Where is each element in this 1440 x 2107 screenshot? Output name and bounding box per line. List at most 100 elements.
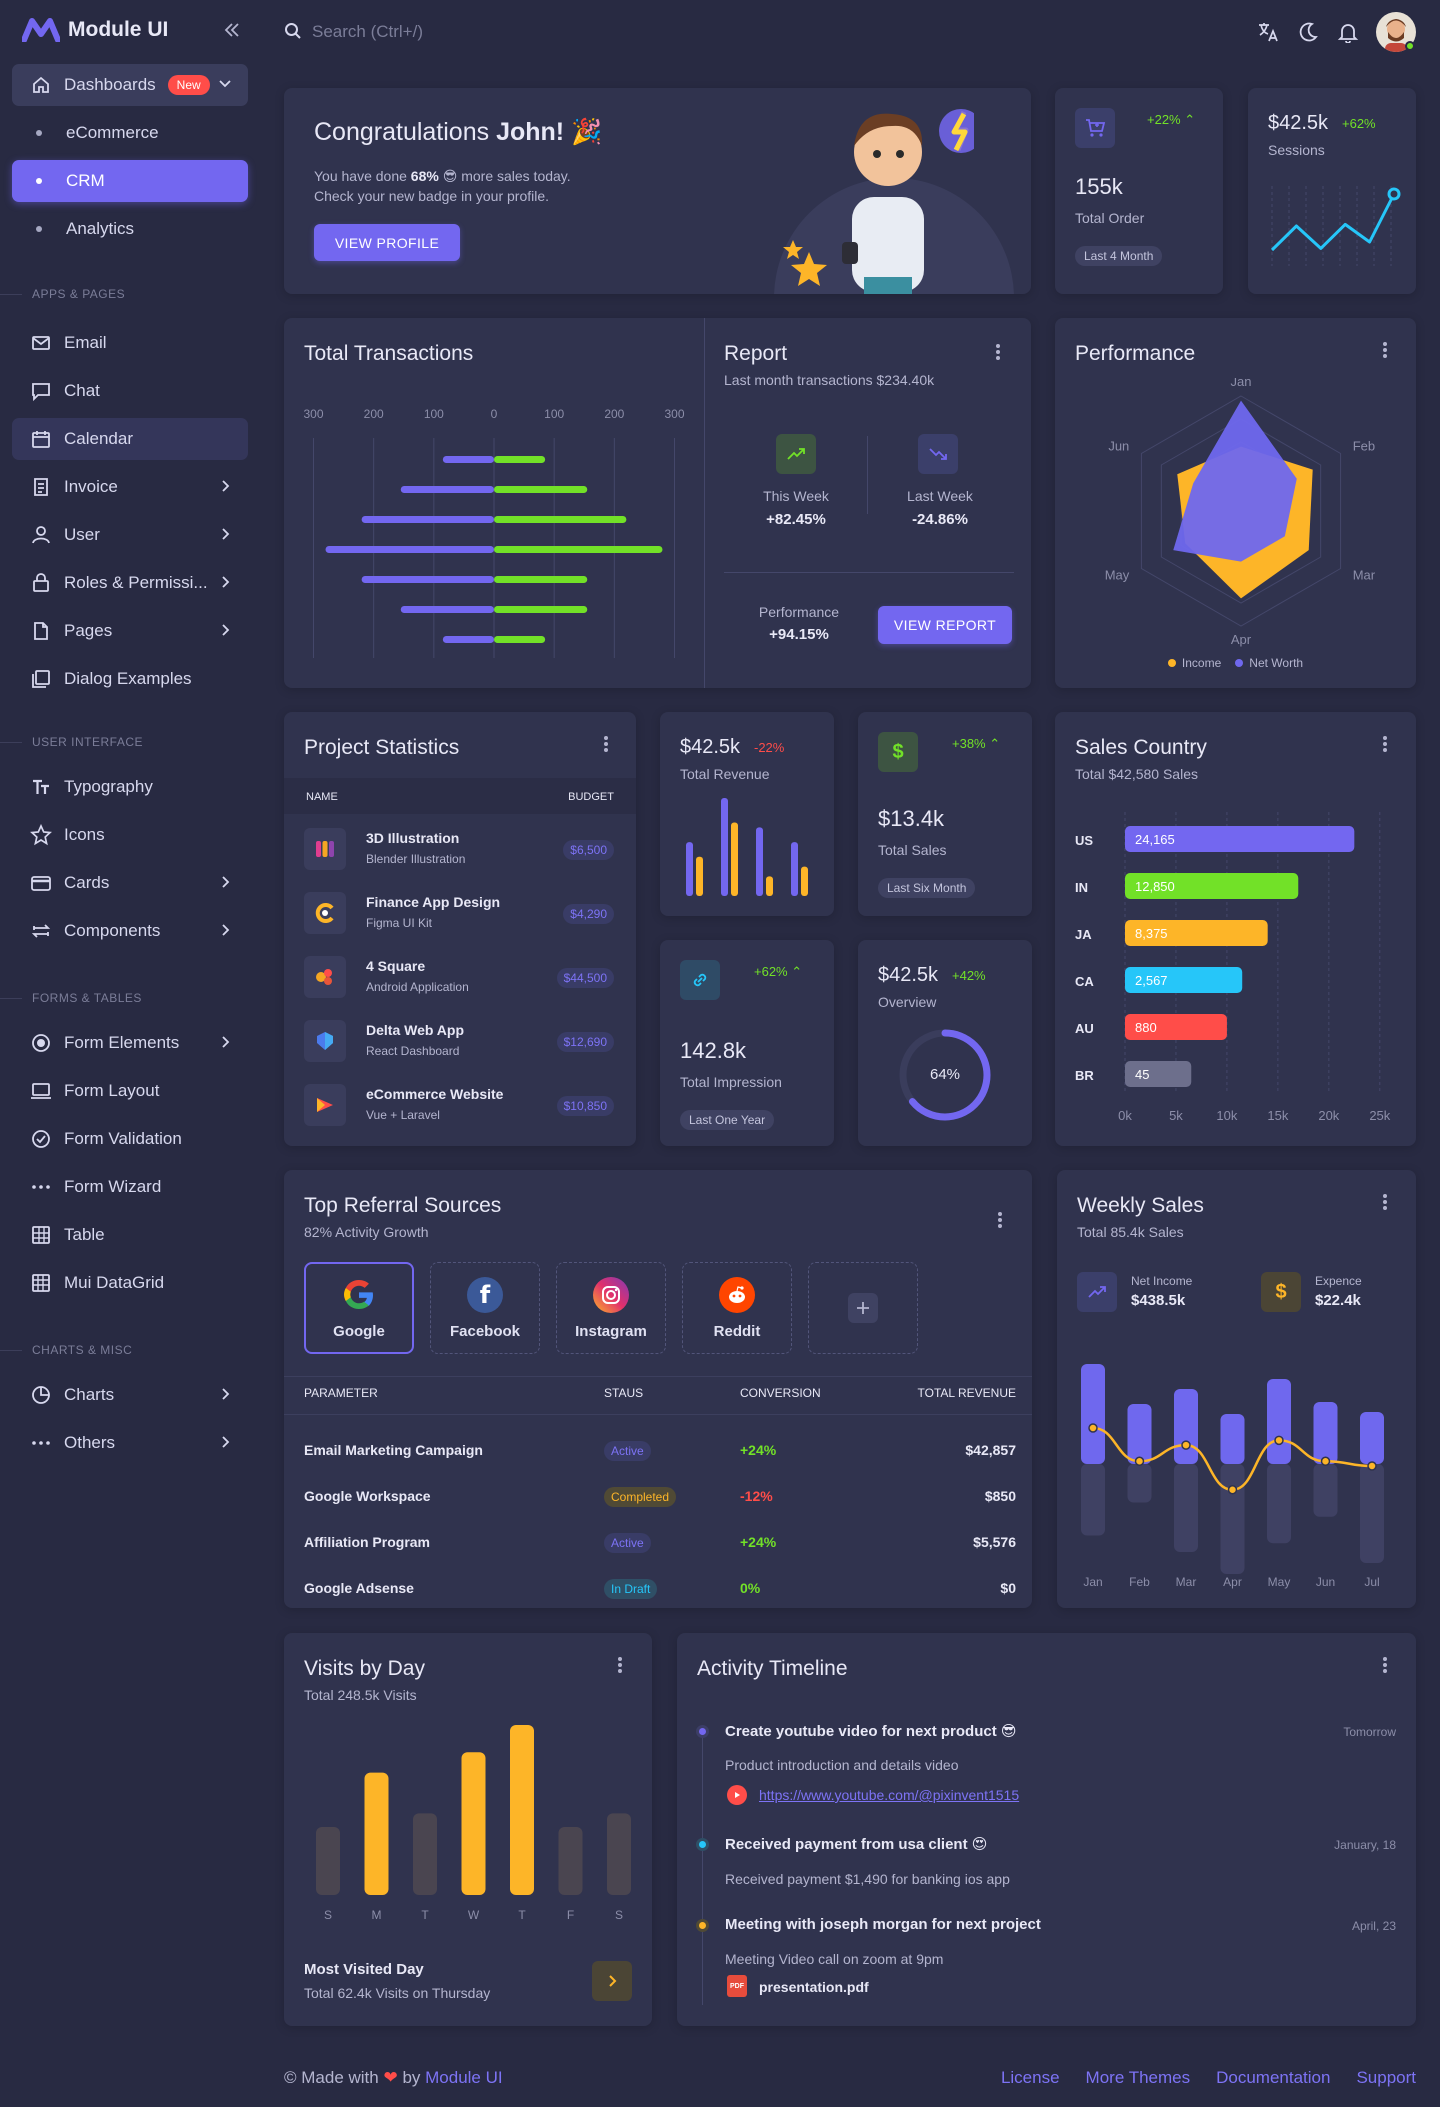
performance-more-icon[interactable]	[1377, 340, 1393, 360]
sidebar-item-roles-permissi[interactable]: Roles & Permissi...	[12, 562, 248, 604]
sidebar-item-form-wizard[interactable]: Form Wizard	[12, 1166, 248, 1208]
view-profile-button[interactable]: View Profile	[314, 224, 460, 261]
sidebar-item-mui-datagrid[interactable]: Mui DataGrid	[12, 1262, 248, 1304]
performance-radar-chart: Jan Feb Mar Apr May Jun	[1105, 378, 1376, 647]
chevron-right-icon	[218, 1387, 232, 1401]
this-week-label: This Week	[763, 488, 829, 504]
lock-icon	[30, 572, 52, 594]
sidebar-item-typography[interactable]: Typography	[12, 766, 248, 808]
footer-link-support[interactable]: Support	[1356, 2068, 1416, 2087]
chevron-right-icon	[218, 527, 232, 541]
add-source-button[interactable]	[808, 1262, 918, 1354]
axis-tick-label: 100	[544, 407, 564, 421]
axis-tick-label: 15k	[1267, 1108, 1288, 1123]
column-header-parameter: Parameter	[304, 1386, 378, 1400]
project-stats-more-icon[interactable]	[598, 734, 614, 754]
sidebar-item-crm[interactable]: CRM	[12, 160, 248, 202]
bar-negative	[361, 576, 494, 583]
search-icon[interactable]	[284, 22, 302, 40]
expense-label: Expence	[1315, 1274, 1362, 1288]
visits-bar	[413, 1813, 437, 1895]
notification-bell-icon[interactable]	[1337, 21, 1359, 43]
timeline-item-desc: Received payment $1,490 for banking ios …	[725, 1871, 1010, 1887]
sidebar-item-others[interactable]: Others	[12, 1422, 248, 1464]
brand-logo[interactable]: Module UI	[22, 18, 168, 42]
table-row[interactable]: Delta Web App React Dashboard $12,690	[284, 1014, 636, 1070]
sidebar-item-calendar[interactable]: Calendar	[12, 418, 248, 460]
table-row[interactable]: 3D Illustration Blender Illustration $6,50…	[284, 822, 636, 878]
sidebar-item-cards[interactable]: Cards	[12, 862, 248, 904]
footer-link-more-themes[interactable]: More Themes	[1085, 2068, 1191, 2087]
revenue-bar	[801, 866, 808, 896]
table-row[interactable]: 4 Square Android Application $44,500	[284, 950, 636, 1006]
google-icon	[341, 1277, 377, 1313]
sidebar-item-form-elements[interactable]: Form Elements	[12, 1022, 248, 1064]
sidebar-item-label: Analytics	[66, 219, 135, 238]
sidebar-item-invoice[interactable]: Invoice	[12, 466, 248, 508]
translate-icon[interactable]	[1256, 20, 1280, 44]
bar-negative	[361, 516, 494, 523]
weekly-bar-upper	[1081, 1364, 1105, 1464]
attachment-filename[interactable]: presentation.pdf	[759, 1979, 869, 1995]
referral-more-icon[interactable]	[992, 1210, 1008, 1230]
search-input[interactable]	[312, 18, 712, 46]
sidebar-item-table[interactable]: Table	[12, 1214, 248, 1256]
sidebar-item-charts[interactable]: Charts	[12, 1374, 248, 1416]
sessions-last-point	[1387, 187, 1401, 201]
timeline-line	[702, 1725, 703, 2005]
sidebar-item-pages[interactable]: Pages	[12, 610, 248, 652]
avatar[interactable]	[1376, 12, 1416, 52]
project-logo-icon	[304, 892, 346, 934]
source-reddit[interactable]: Reddit	[682, 1262, 792, 1354]
weekly-sales-more-icon[interactable]	[1377, 1192, 1393, 1212]
section-heading-charts-misc: Charts & Misc	[0, 1343, 133, 1357]
sidebar-item-form-validation[interactable]: Form Validation	[12, 1118, 248, 1160]
new-badge: New	[167, 75, 210, 95]
view-report-button[interactable]: View Report	[878, 606, 1012, 644]
transactions-title: Total Transactions	[304, 342, 474, 365]
chevron-right-button[interactable]	[592, 1961, 632, 2001]
sidebar-item-dialog-examples[interactable]: Dialog Examples	[12, 658, 248, 700]
collapse-sidebar-icon[interactable]	[224, 22, 240, 38]
axis-tick-label: 300	[664, 407, 684, 421]
footer-link-license[interactable]: License	[1000, 2068, 1060, 2087]
revenue-label: Total Revenue	[680, 766, 770, 782]
sidebar-item-label: Components	[64, 921, 161, 940]
source-google[interactable]: Google	[304, 1262, 414, 1354]
chevron-right-icon	[218, 1435, 232, 1449]
table-row[interactable]: Google Adsense In Draft 0% $0	[284, 1570, 1032, 1610]
sidebar-item-analytics[interactable]: Analytics	[12, 208, 248, 250]
radar-grid	[1160, 418, 1322, 604]
report-more-icon[interactable]	[990, 342, 1006, 362]
youtube-link[interactable]: https://www.youtube.com/@pixinvent1515	[759, 1787, 1020, 1803]
table-row[interactable]: Affiliation Program Active +24% $5,576	[284, 1524, 1032, 1564]
sidebar-item-dashboards[interactable]: Dashboards New	[12, 64, 248, 106]
sessions-label: Sessions	[1268, 142, 1325, 158]
home-icon	[30, 74, 52, 96]
sidebar-item-chat[interactable]: Chat	[12, 370, 248, 412]
sidebar-item-form-layout[interactable]: Form Layout	[12, 1070, 248, 1112]
sidebar-item-components[interactable]: Components	[12, 910, 248, 952]
dark-mode-icon[interactable]	[1297, 21, 1319, 43]
visits-bar	[461, 1752, 486, 1895]
footer-brand-link[interactable]: Module UI	[425, 2068, 503, 2087]
sales-country-more-icon[interactable]	[1377, 734, 1393, 754]
visits-more-icon[interactable]	[612, 1655, 628, 1675]
table-row[interactable]: Email Marketing Campaign Active +24% $42,85…	[284, 1432, 1032, 1472]
sidebar-item-ecommerce[interactable]: eCommerce	[12, 112, 248, 154]
source-label: Reddit	[713, 1322, 761, 1340]
table-row[interactable]: Google Workspace Completed -12% $850	[284, 1478, 1032, 1518]
footer-link-documentation[interactable]: Documentation	[1216, 2068, 1331, 2087]
table-row[interactable]: eCommerce Website Vue + Laravel $10,850	[284, 1078, 636, 1134]
axis-tick-label: 300	[304, 407, 324, 421]
status-badge: Active	[604, 1441, 651, 1461]
country-bar	[1125, 920, 1268, 946]
timeline-more-icon[interactable]	[1377, 1655, 1393, 1675]
source-instagram[interactable]: Instagram	[556, 1262, 666, 1354]
country-label: IN	[1075, 880, 1088, 895]
sidebar-item-user[interactable]: User	[12, 514, 248, 556]
table-row[interactable]: Finance App Design Figma UI Kit $4,290	[284, 886, 636, 942]
source-facebook[interactable]: f Facebook	[430, 1262, 540, 1354]
sidebar-item-icons[interactable]: Icons	[12, 814, 248, 856]
sidebar-item-email[interactable]: Email	[12, 322, 248, 364]
